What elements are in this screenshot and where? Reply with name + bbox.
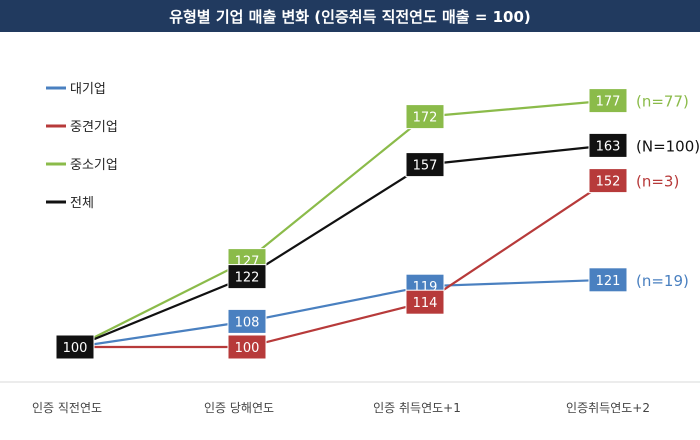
series-line — [74, 144, 609, 349]
x-tick-label: 인증 취득연도+1 — [373, 401, 461, 415]
series-end-label: (N=100) — [636, 137, 700, 155]
data-label: 157 — [413, 159, 438, 174]
data-point-box — [227, 334, 267, 360]
data-point-box — [405, 104, 445, 130]
data-label: 152 — [596, 175, 621, 190]
series-line — [74, 278, 609, 349]
x-axis-tick-labels: 인증 직전연도 인증 당해연도 인증 취득연도+1 인증취득연도+2 — [32, 401, 650, 415]
data-point-box — [55, 334, 95, 360]
data-label: 108 — [235, 315, 260, 330]
series-line — [75, 179, 609, 349]
x-tick-label: 인증 직전연도 — [32, 401, 102, 415]
data-label: 121 — [596, 274, 621, 289]
data-label: 163 — [596, 139, 621, 154]
legend-label: 전체 — [70, 196, 94, 211]
series-end-label: (n=77) — [636, 93, 689, 111]
data-point-box — [588, 132, 628, 158]
legend-label: 대기업 — [70, 82, 106, 97]
data-label: 177 — [596, 95, 621, 110]
data-point-box — [588, 88, 628, 114]
series-line — [74, 99, 609, 348]
series-end-labels: (n=19) (n=3) (n=77) (N=100) — [636, 93, 700, 290]
legend-label: 중소기업 — [70, 158, 118, 173]
data-label: 114 — [413, 296, 438, 311]
series-end-label: (n=19) — [636, 272, 689, 290]
data-point-box — [588, 267, 628, 293]
data-label: 172 — [413, 111, 438, 126]
data-point-box — [227, 264, 267, 290]
series-lines — [74, 99, 609, 349]
data-point-box — [227, 308, 267, 334]
data-label: 122 — [235, 271, 260, 286]
data-label: 100 — [235, 341, 260, 356]
chart-title: 유형별 기업 매출 변화 (인증취득 직전연도 매출 = 100) — [0, 0, 700, 32]
data-point-box — [405, 289, 445, 315]
x-tick-label: 인증 당해연도 — [204, 401, 274, 415]
data-point-box — [588, 168, 628, 194]
legend-label: 중견기업 — [70, 120, 118, 135]
data-point-box — [405, 152, 445, 178]
x-tick-label: 인증취득연도+2 — [566, 401, 650, 415]
data-label: 100 — [63, 341, 88, 356]
series-end-label: (n=3) — [636, 173, 679, 191]
